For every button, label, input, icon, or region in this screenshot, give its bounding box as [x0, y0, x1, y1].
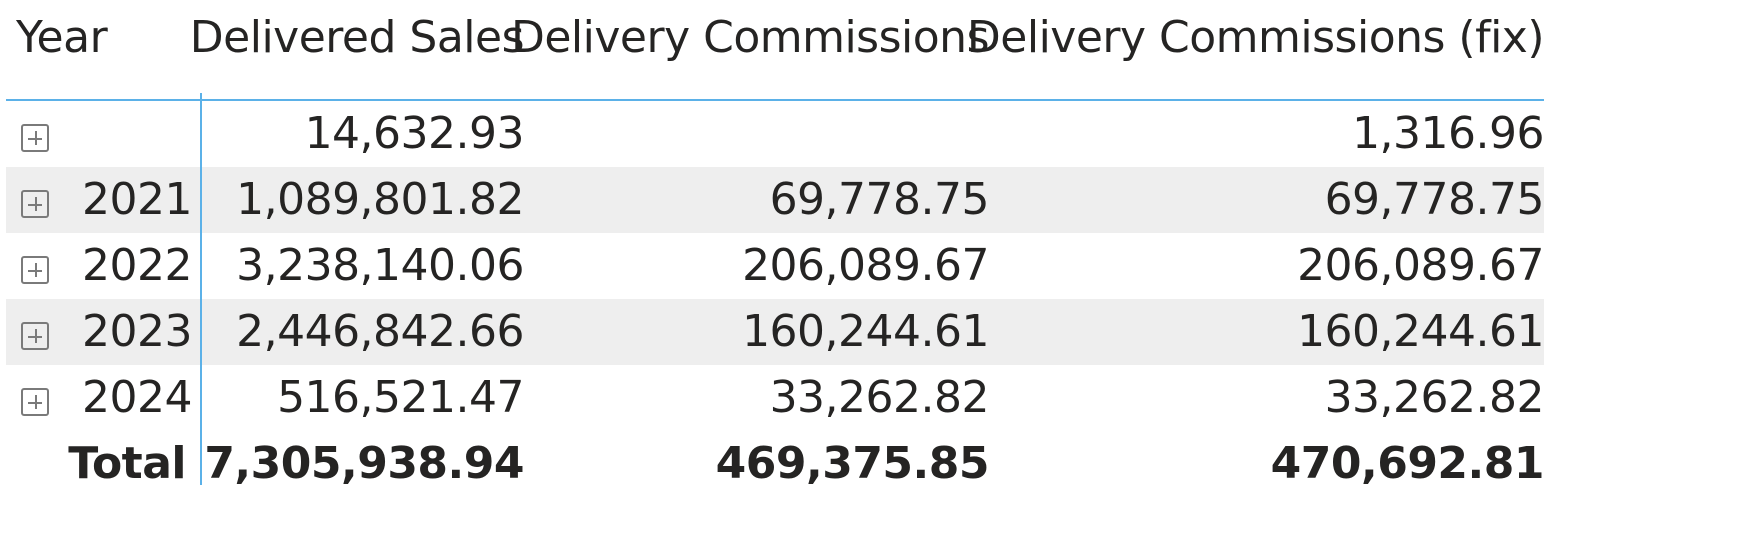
- matrix-header: Year Delivered Sales Delivery Commission…: [6, 0, 1545, 101]
- row-year: 2021: [82, 174, 192, 225]
- row-year: 2024: [82, 372, 192, 423]
- cell-delivery-commissions: 160,244.61: [742, 306, 989, 357]
- total-delivered-sales: 7,305,938.94: [204, 438, 524, 489]
- table-row: 2024 516,521.47 33,262.82 33,262.82: [6, 365, 1545, 431]
- cell-delivery-commissions: 69,778.75: [769, 174, 990, 225]
- column-header-year[interactable]: Year: [16, 12, 108, 63]
- expand-icon[interactable]: [21, 388, 49, 416]
- cell-delivery-commissions-fix: 1,316.96: [1352, 108, 1544, 159]
- total-delivery-commissions: 469,375.85: [715, 438, 990, 489]
- table-row: 14,632.93 1,316.96: [6, 101, 1544, 167]
- cell-delivery-commissions-fix: 160,244.61: [1297, 306, 1544, 357]
- cell-delivered-sales: 3,238,140.06: [236, 240, 524, 291]
- expand-icon[interactable]: [21, 322, 49, 350]
- cell-delivered-sales: 14,632.93: [304, 108, 525, 159]
- cell-delivery-commissions-fix: 206,089.67: [1297, 240, 1544, 291]
- expand-icon[interactable]: [21, 256, 49, 284]
- expand-icon[interactable]: [21, 190, 49, 218]
- cell-delivery-commissions: 33,262.82: [769, 372, 990, 423]
- row-header-divider: [200, 93, 202, 485]
- total-delivery-commissions-fix: 470,692.81: [1270, 438, 1545, 489]
- cell-delivered-sales: 516,521.47: [277, 372, 524, 423]
- cell-delivery-commissions: 206,089.67: [742, 240, 989, 291]
- table-row: 2023 2,446,842.66 160,244.61 160,244.61: [6, 299, 1544, 365]
- row-year: 2022: [82, 240, 192, 291]
- column-header-delivery-commissions[interactable]: Delivery Commissions: [510, 12, 990, 63]
- row-year: 2023: [82, 306, 192, 357]
- column-header-delivery-commissions-fix[interactable]: Delivery Commissions (fix): [966, 12, 1545, 63]
- total-row: Total 7,305,938.94 469,375.85 470,692.81: [6, 431, 1544, 497]
- table-row: 2021 1,089,801.82 69,778.75 69,778.75: [6, 167, 1545, 233]
- cell-delivered-sales: 2,446,842.66: [236, 306, 524, 357]
- cell-delivered-sales: 1,089,801.82: [236, 174, 524, 225]
- column-header-delivered-sales[interactable]: Delivered Sales: [189, 12, 525, 63]
- cell-delivery-commissions-fix: 33,262.82: [1324, 372, 1545, 423]
- cell-delivery-commissions-fix: 69,778.75: [1324, 174, 1545, 225]
- total-label: Total: [68, 438, 186, 489]
- expand-icon[interactable]: [21, 124, 49, 152]
- matrix-table: Year Delivered Sales Delivery Commission…: [6, 0, 1545, 497]
- table-row: 2022 3,238,140.06 206,089.67 206,089.67: [6, 233, 1544, 299]
